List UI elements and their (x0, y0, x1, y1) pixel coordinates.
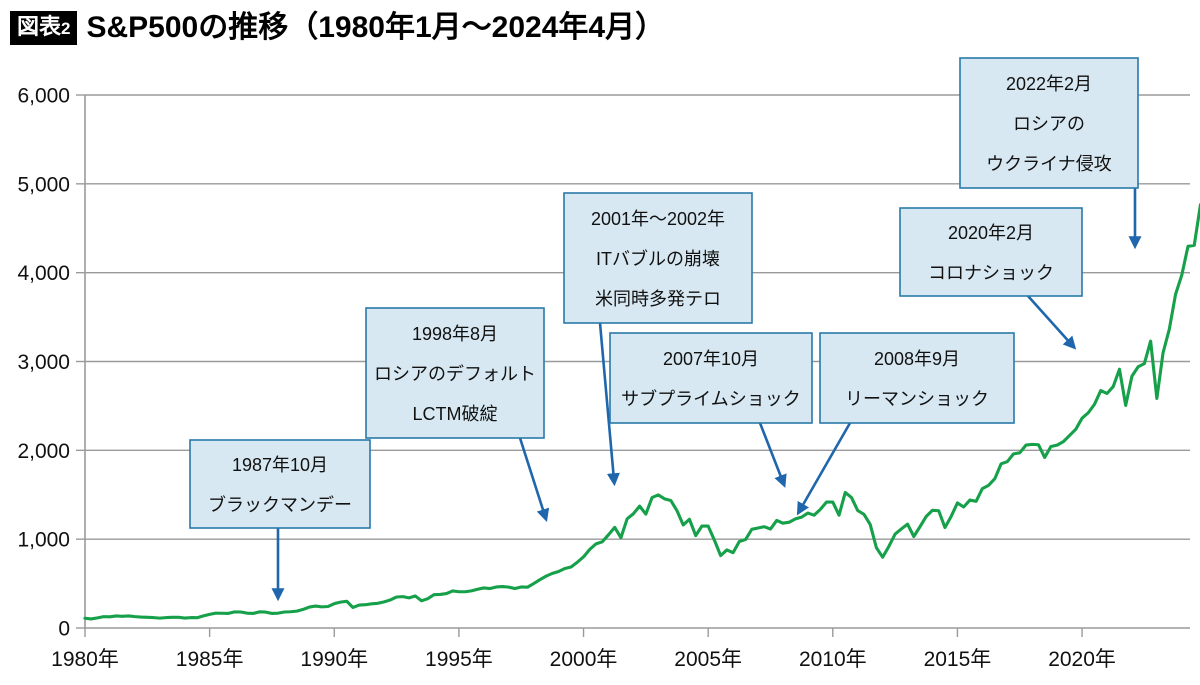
annotation-line: ブラックマンデー (208, 494, 352, 515)
annotation-box (609, 332, 813, 424)
annotation-box (563, 192, 753, 324)
annotation-line: ITバブルの崩壊 (596, 248, 720, 269)
annotation-line: 米同時多発テロ (595, 289, 721, 309)
y-tick-label: 1,000 (17, 529, 70, 552)
annotation-box (819, 332, 1015, 424)
annotation-line: 1998年8月 (412, 324, 498, 344)
x-tick-label: 1980年 (51, 648, 119, 671)
figure-badge: 図表2 (10, 11, 78, 45)
x-tick-label: 2015年 (924, 648, 992, 671)
annotation-line: 1987年10月 (232, 455, 328, 475)
y-tick-label: 6,000 (17, 85, 70, 108)
annotation-leader-subprime-shock (758, 422, 787, 488)
x-axis-labels: 1980年 1985年 1990年 1995年 2000年 2005年 2010年 2015年… (51, 648, 1116, 671)
y-tick-label: 2,000 (17, 440, 70, 463)
x-tick-label: 2010年 (799, 648, 867, 671)
y-tick-label: 3,000 (17, 351, 70, 374)
x-axis-ticks (84, 628, 1083, 637)
annotation-line: ロシアのデフォルト (374, 364, 536, 384)
x-tick-label: 1990年 (300, 648, 368, 671)
annotation-leader-lehman-shock (796, 422, 852, 516)
annotation-box (189, 439, 371, 529)
series-line-sp500 (83, 203, 1200, 621)
annotation-line: 2001年〜2002年 (591, 209, 725, 229)
annotation-box (959, 57, 1139, 189)
y-tick-label: 4,000 (17, 262, 70, 285)
annotation-leader-corona-shock (1027, 295, 1077, 350)
annotation-line: サブプライムショック (621, 388, 801, 409)
x-tick-label: 2020年 (1048, 648, 1116, 671)
annotation-leader-russia-default-lctm (518, 437, 550, 522)
x-tick-label: 1995年 (425, 648, 493, 671)
annotation-line: 2008年9月 (874, 349, 960, 369)
page-title: S&P500の推移（1980年1月〜2024年4月） (86, 11, 666, 44)
annotation-leaders (271, 188, 1142, 602)
annotation-leader-it-bubble-burst (598, 322, 620, 487)
x-tick-label: 2005年 (674, 648, 742, 671)
chart-canvas: 0 1,000 2,000 3,000 4,000 5,000 6,000 1980年 198… (0, 50, 1200, 685)
figure-badge-number: 2 (61, 19, 71, 38)
annotation-line: リーマンショック (845, 389, 989, 409)
x-tick-label: 2000年 (550, 648, 618, 671)
y-tick-label: 5,000 (17, 173, 70, 196)
y-tick-label: 0 (58, 618, 70, 641)
annotation-box (365, 307, 545, 439)
annotation-line: ウクライナ侵攻 (986, 154, 1112, 174)
annotation-line: 2022年2月 (1006, 74, 1092, 94)
data-series (83, 203, 1200, 621)
annotation-line: ロシアの (1013, 114, 1085, 134)
annotation-line: LCTM破綻 (413, 404, 498, 424)
y-axis-ticks (76, 94, 85, 629)
chart-header: 図表2 S&P500の推移（1980年1月〜2024年4月） (10, 6, 665, 50)
annotation-line: 2020年2月 (948, 223, 1034, 243)
x-tick-label: 1985年 (176, 648, 244, 671)
figure-badge-label: 図表 (17, 14, 62, 39)
annotation-line: 2007年10月 (663, 349, 759, 369)
annotation-line: コロナショック (928, 263, 1054, 283)
annotation-box (899, 207, 1083, 297)
y-axis-labels: 0 1,000 2,000 3,000 4,000 5,000 6,000 (17, 85, 70, 641)
